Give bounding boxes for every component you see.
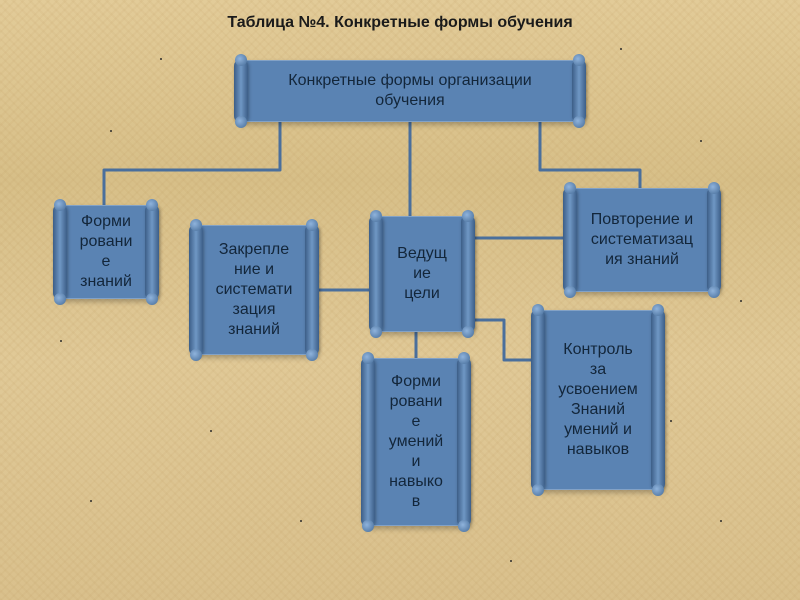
node-skills-formation: Формирование умений и навыков — [364, 358, 468, 526]
node-center: Ведущие цели — [372, 216, 472, 332]
scroll-icon — [563, 187, 577, 293]
diagram-title: Таблица №4. Конкретные формы обучения — [0, 14, 800, 32]
node-root: Конкретные формы организации обучения — [237, 60, 583, 122]
scroll-icon — [651, 309, 665, 491]
node-label: Ведущие цели — [395, 244, 449, 304]
node-label: Контроль за усвоением Знаний умений и на… — [557, 340, 639, 460]
decorative-dot — [210, 430, 212, 432]
node-label: Повторение и систематизация знаний — [589, 210, 695, 270]
scroll-icon — [572, 59, 586, 123]
scroll-icon — [234, 59, 248, 123]
scroll-icon — [531, 309, 545, 491]
node-label: Формирование умений и навыков — [387, 372, 445, 512]
diagram-canvas: Таблица №4. Конкретные формы обучения Ко… — [0, 0, 800, 600]
node-control: Контроль за усвоением Знаний умений и на… — [534, 310, 662, 490]
scroll-icon — [369, 215, 383, 333]
scroll-icon — [457, 357, 471, 527]
node-formation-knowledge: Формирование знаний — [56, 205, 156, 299]
decorative-dot — [60, 340, 62, 342]
node-repetition: Повторение и систематизация знаний — [566, 188, 718, 292]
scroll-icon — [461, 215, 475, 333]
decorative-dot — [160, 58, 162, 60]
scroll-icon — [361, 357, 375, 527]
node-consolidation: Закрепление и систематизация знаний — [192, 225, 316, 355]
decorative-dot — [620, 48, 622, 50]
node-label: Формирование знаний — [79, 212, 133, 292]
node-label: Закрепление и систематизация знаний — [215, 240, 293, 340]
decorative-dot — [110, 130, 112, 132]
decorative-dot — [300, 520, 302, 522]
scroll-icon — [707, 187, 721, 293]
decorative-dot — [510, 560, 512, 562]
decorative-dot — [740, 300, 742, 302]
scroll-icon — [189, 224, 203, 356]
scroll-icon — [145, 204, 159, 300]
decorative-dot — [670, 420, 672, 422]
node-label: Конкретные формы организации обучения — [260, 71, 560, 111]
decorative-dot — [720, 520, 722, 522]
decorative-dot — [700, 140, 702, 142]
scroll-icon — [305, 224, 319, 356]
decorative-dot — [90, 500, 92, 502]
scroll-icon — [53, 204, 67, 300]
